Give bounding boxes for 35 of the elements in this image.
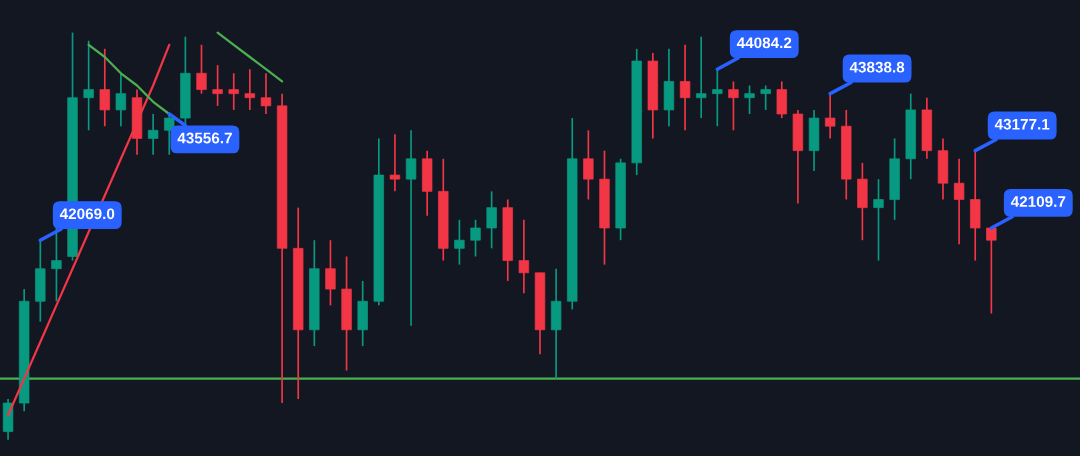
text: 42069.0: [59, 208, 115, 220]
candlestick: [679, 43, 691, 132]
candlestick: [728, 80, 739, 132]
candlestick: [873, 178, 884, 262]
candlestick: [583, 129, 594, 201]
candlestick: [212, 64, 223, 107]
candlestick: [486, 190, 497, 250]
text: 43556.7: [177, 132, 232, 144]
text: 43838.8: [849, 61, 905, 73]
text: 42109.7: [1010, 196, 1066, 207]
text: 44084.2: [736, 37, 792, 49]
candlestick: [147, 113, 159, 156]
candlestick: [99, 48, 110, 128]
candlestick: [196, 43, 207, 95]
candlestick: [696, 35, 707, 119]
candlestick: [51, 227, 62, 303]
candlestick: [260, 72, 272, 115]
candlestick: [712, 68, 723, 128]
candlestick: [389, 133, 401, 193]
text: 43177.1: [994, 118, 1050, 130]
candlestick: [518, 219, 530, 294]
candlestick: [83, 39, 94, 132]
candlestick: [986, 227, 997, 315]
candlestick: [454, 219, 465, 266]
candlestick: [744, 84, 755, 115]
candlestick: [164, 113, 175, 156]
candlestick: [824, 92, 836, 140]
candlestick: [115, 72, 127, 128]
candlestick: [470, 219, 481, 258]
candlestick: [244, 68, 256, 111]
candlestick: [405, 129, 417, 327]
candlestick: [228, 72, 239, 111]
candlestick: [953, 157, 965, 246]
candlestick: [760, 84, 771, 111]
candlestick: [325, 239, 336, 307]
